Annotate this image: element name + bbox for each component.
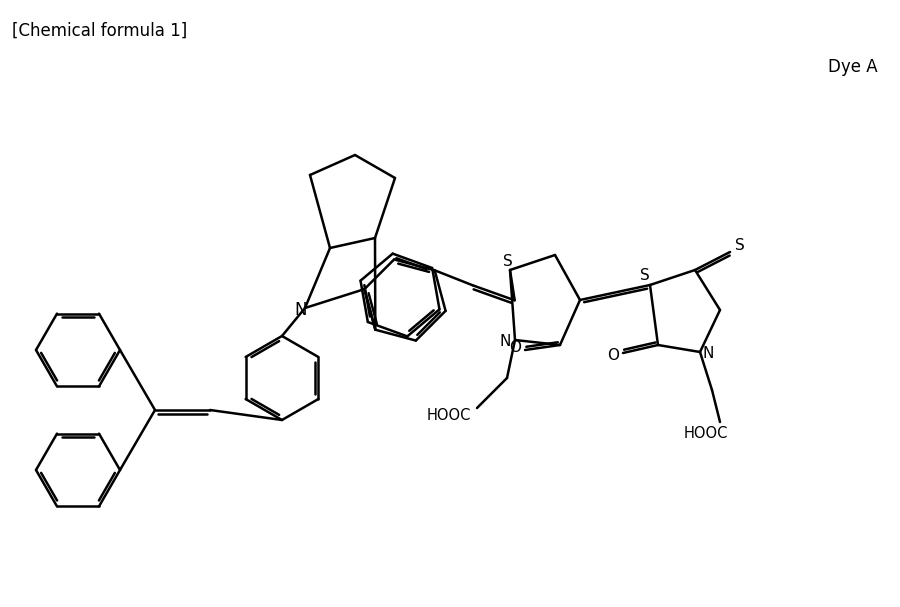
- Text: N: N: [702, 347, 714, 362]
- Text: O: O: [607, 347, 619, 362]
- Text: S: S: [503, 254, 513, 270]
- Text: [Chemical formula 1]: [Chemical formula 1]: [12, 22, 187, 40]
- Text: N: N: [295, 301, 307, 319]
- Text: HOOC: HOOC: [427, 409, 472, 424]
- Text: O: O: [509, 341, 521, 356]
- Text: S: S: [735, 239, 745, 254]
- Text: S: S: [640, 268, 650, 282]
- Text: HOOC: HOOC: [684, 427, 728, 441]
- Text: Dye A: Dye A: [828, 58, 878, 76]
- Text: N: N: [500, 334, 510, 350]
